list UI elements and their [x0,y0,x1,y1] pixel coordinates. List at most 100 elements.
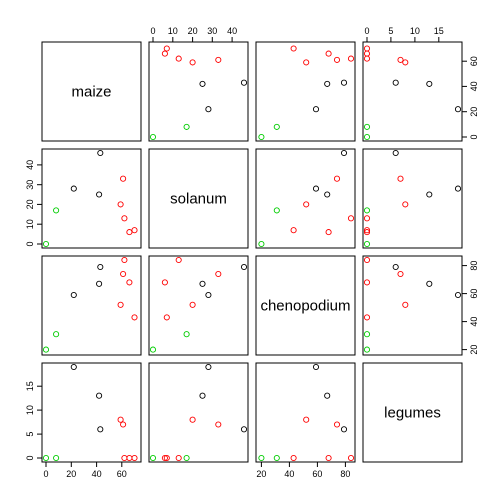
point-maize-vs-chenopodium-4 [303,59,310,66]
point-maize-vs-legumes-6 [363,50,371,57]
point-chenopodium-vs-solanum-7 [163,314,170,321]
point-legumes-vs-chenopodium-0 [340,426,348,433]
point-chenopodium-vs-legumes-9 [363,346,371,353]
panel-frame-chenopodium-legumes [362,255,463,356]
point-legumes-vs-solanum-8 [183,454,190,462]
point-chenopodium-vs-legumes-0 [392,263,399,271]
point-legumes-vs-chenopodium-1 [312,363,320,371]
point-chenopodium-vs-maize-7 [131,314,138,321]
point-solanum-vs-chenopodium-5 [347,215,355,222]
panel-frame-solanum-legumes [362,148,463,249]
y-tick-label-legumes-0: 0 [25,455,35,460]
point-legumes-vs-solanum-9 [149,454,157,462]
point-maize-vs-chenopodium-9 [258,133,265,141]
panel-frame-chenopodium-maize [41,255,142,356]
point-legumes-vs-maize-5 [121,454,128,462]
point-maize-vs-legumes-7 [363,45,371,52]
y-tick-label-maize-0: 0 [469,134,479,139]
point-legumes-vs-maize-2 [96,392,103,399]
panel-frame-maize-legumes [362,41,463,142]
point-legumes-vs-maize-8 [53,454,60,462]
y-tick-label-legumes-10: 10 [25,405,35,415]
y-tick-label-legumes-15: 15 [25,381,35,391]
point-maize-vs-solanum-5 [175,55,182,62]
point-legumes-vs-chenopodium-7 [290,454,297,462]
point-legumes-vs-chenopodium-9 [258,454,265,462]
x-tick-label-legumes-10: 10 [410,26,420,36]
x-tick-label-solanum-30: 30 [207,26,217,36]
point-legumes-vs-maize-7 [131,454,138,462]
panel-frame-solanum-solanum [148,148,249,249]
y-tick-label-maize-40: 40 [469,81,479,91]
point-legumes-vs-solanum-5 [175,454,182,462]
point-maize-vs-chenopodium-8 [273,123,280,130]
point-maize-vs-legumes-2 [426,80,433,87]
point-legumes-vs-chenopodium-5 [347,454,355,462]
point-chenopodium-vs-maize-2 [96,280,103,287]
panel-frame-legumes-chenopodium [255,362,356,463]
panel-frame-maize-maize [41,41,142,142]
point-solanum-vs-legumes-0 [392,149,399,157]
x-tick-label-solanum-40: 40 [227,26,237,36]
point-maize-vs-legumes-9 [363,133,371,141]
point-chenopodium-vs-solanum-6 [161,279,168,286]
point-maize-vs-solanum-1 [205,106,212,113]
point-solanum-vs-chenopodium-1 [312,185,320,192]
point-chenopodium-vs-solanum-9 [149,346,157,353]
panel-frame-legumes-legumes [362,362,463,463]
point-solanum-vs-chenopodium-8 [273,207,280,214]
point-solanum-vs-maize-2 [96,191,103,198]
x-tick-label-chenopodium-60: 60 [312,469,322,479]
panel-frame-legumes-maize [41,362,142,463]
point-legumes-vs-solanum-6 [161,454,168,462]
point-legumes-vs-maize-0 [97,426,104,433]
point-maize-vs-chenopodium-7 [290,45,297,52]
point-solanum-vs-maize-7 [131,227,138,234]
point-solanum-vs-maize-6 [126,229,133,236]
point-maize-vs-chenopodium-5 [347,55,355,62]
panel-frame-legumes-solanum [148,362,249,463]
point-maize-vs-chenopodium-6 [325,50,332,57]
point-chenopodium-vs-legumes-2 [426,280,433,287]
point-maize-vs-solanum-4 [189,59,196,66]
panel-frame-maize-solanum [148,41,249,142]
y-tick-label-chenopodium-40: 40 [469,317,479,327]
point-solanum-vs-maize-4 [117,201,124,208]
x-tick-label-maize-0: 0 [43,469,48,479]
point-legumes-vs-chenopodium-8 [273,454,280,462]
point-legumes-vs-chenopodium-2 [324,392,331,399]
point-chenopodium-vs-legumes-7 [363,314,371,321]
point-solanum-vs-legumes-1 [454,185,462,192]
point-solanum-vs-maize-8 [53,207,60,214]
point-legumes-vs-chenopodium-4 [303,416,310,423]
x-tick-label-legumes-5: 5 [388,26,393,36]
diagonal-label-solanum: solanum [170,191,227,208]
diagonal-label-maize: maize [71,84,111,101]
point-legumes-vs-solanum-0 [240,426,248,433]
y-tick-label-legumes-5: 5 [25,432,35,437]
y-tick-label-solanum-40: 40 [25,160,35,170]
point-maize-vs-solanum-0 [240,79,248,86]
point-maize-vs-legumes-0 [392,79,399,86]
point-solanum-vs-legumes-9 [363,240,371,248]
panel-frame-chenopodium-chenopodium [255,255,356,356]
panel-frame-maize-chenopodium [255,41,356,142]
x-tick-label-maize-60: 60 [117,469,127,479]
point-chenopodium-vs-maize-5 [121,256,128,264]
point-chenopodium-vs-solanum-1 [205,291,212,299]
point-chenopodium-vs-maize-3 [120,270,127,278]
point-maize-vs-legumes-3 [397,56,404,63]
y-tick-label-chenopodium-80: 80 [469,261,479,271]
point-legumes-vs-maize-1 [70,363,77,371]
point-solanum-vs-chenopodium-0 [340,149,348,157]
point-chenopodium-vs-solanum-4 [189,301,196,308]
panel-frame-solanum-maize [41,148,142,249]
point-solanum-vs-maize-5 [121,215,128,222]
point-chenopodium-vs-legumes-8 [363,331,371,338]
point-maize-vs-solanum-8 [183,123,190,130]
x-tick-label-maize-20: 20 [66,469,76,479]
point-solanum-vs-maize-3 [120,175,127,182]
point-legumes-vs-solanum-4 [189,416,196,423]
point-chenopodium-vs-solanum-8 [183,331,190,338]
point-legumes-vs-maize-3 [120,421,127,428]
